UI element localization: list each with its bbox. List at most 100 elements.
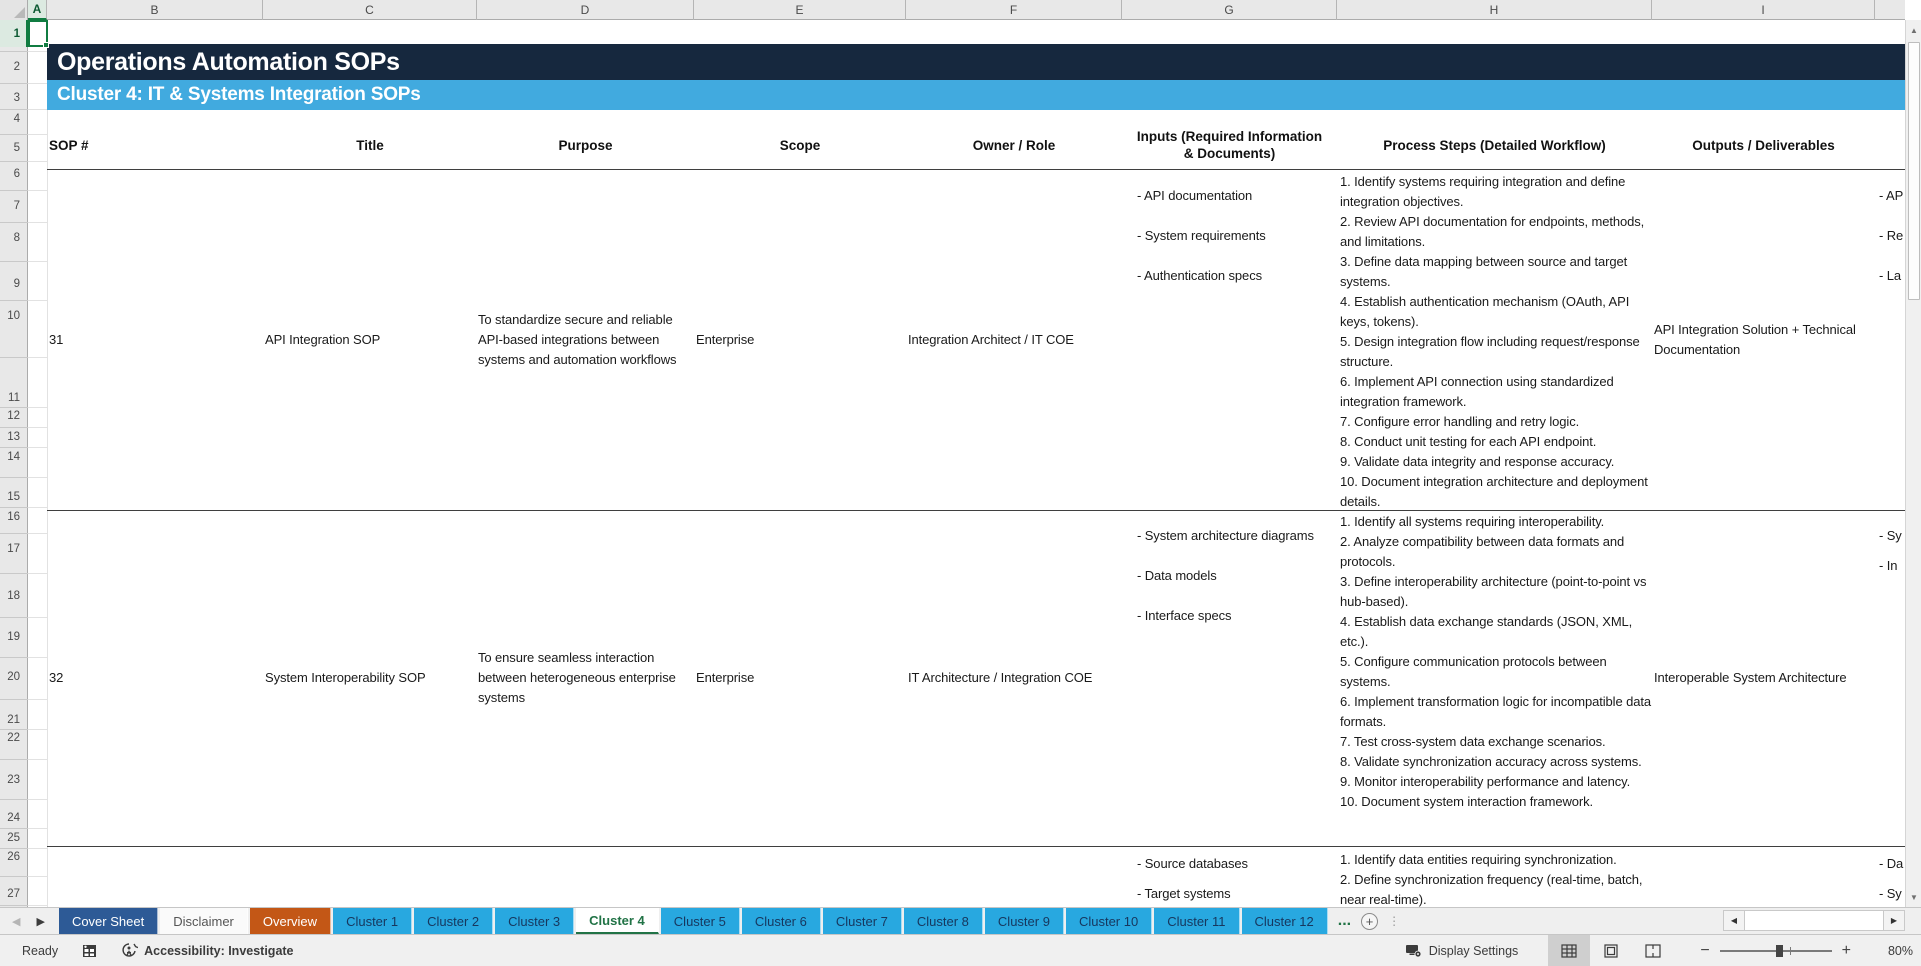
row-number-18[interactable]: 18: [7, 590, 20, 602]
accessibility-status[interactable]: Accessibility: Investigate: [121, 943, 294, 958]
outputs-cell[interactable]: Interoperable System Architecture: [1652, 510, 1875, 846]
vertical-scroll-thumb[interactable]: [1908, 42, 1920, 300]
zoom-slider[interactable]: [1719, 944, 1832, 957]
sheet-grid[interactable]: Operations Automation SOPs Cluster 4: IT…: [0, 20, 1905, 907]
macro-record-icon[interactable]: [82, 944, 97, 958]
row-number-7[interactable]: 7: [13, 200, 20, 212]
process-steps-cell[interactable]: 1. Identify all systems requiring intero…: [1337, 510, 1652, 846]
sheet-tab-cluster-12[interactable]: Cluster 12: [1241, 908, 1328, 934]
row-number-23[interactable]: 23: [7, 774, 20, 786]
tab-nav-right-icon[interactable]: ▶: [36, 915, 45, 928]
column-letter-E[interactable]: E: [694, 0, 906, 20]
sheet-tab-cluster-5[interactable]: Cluster 5: [660, 908, 740, 934]
row-number-22[interactable]: 22: [7, 732, 20, 744]
scroll-up-icon[interactable]: ▲: [1906, 20, 1921, 40]
process-steps-cell[interactable]: 1. Identify data entities requiring sync…: [1337, 846, 1652, 907]
sheet-tab-cover-sheet[interactable]: Cover Sheet: [58, 908, 159, 934]
inputs-cell[interactable]: - API documentation - System requirements…: [1122, 170, 1337, 510]
scroll-right-icon[interactable]: ▶: [1884, 911, 1904, 930]
sheet-tab-cluster-10[interactable]: Cluster 10: [1065, 908, 1153, 934]
new-sheet-button[interactable]: +: [1361, 912, 1379, 930]
inputs-cell[interactable]: - Source databases - Target systems: [1122, 846, 1337, 907]
row-number-19[interactable]: 19: [7, 631, 20, 643]
zoom-out-button[interactable]: −: [1700, 941, 1710, 959]
sheet-tab-cluster-4[interactable]: Cluster 4: [576, 908, 659, 934]
row-number-10[interactable]: 10: [7, 310, 20, 322]
sop-number-cell[interactable]: 32: [47, 510, 263, 846]
vertical-scrollbar[interactable]: ▲ ▼: [1905, 20, 1921, 907]
zoom-in-button[interactable]: +: [1841, 941, 1851, 959]
sop-number-cell[interactable]: 31: [47, 170, 263, 510]
column-letter-B[interactable]: B: [47, 0, 263, 20]
sheet-tab-cluster-6[interactable]: Cluster 6: [741, 908, 821, 934]
column-letter-I[interactable]: I: [1652, 0, 1875, 20]
zoom-percentage[interactable]: 80%: [1887, 943, 1913, 958]
row-header-gutter[interactable]: 1 2 3 4 5 6 7 8 9 10 11 12 13 14 15 16 17 18 19 20 21 22 23 24 2…: [0, 20, 28, 907]
sheet-tab-overview[interactable]: Overview: [249, 908, 332, 934]
row-number-3[interactable]: 3: [13, 92, 20, 104]
sheet-tab-cluster-7[interactable]: Cluster 7: [822, 908, 902, 934]
row-number-1[interactable]: 1: [13, 28, 20, 40]
horizontal-scrollbar[interactable]: ◀ ▶: [1723, 910, 1905, 931]
row-number-11[interactable]: 11: [8, 392, 20, 404]
page-layout-view-button[interactable]: [1590, 935, 1632, 966]
horizontal-scroll-thumb[interactable]: [1744, 911, 1884, 930]
sheet-tab-cluster-1[interactable]: Cluster 1: [333, 908, 413, 934]
row-number-14[interactable]: 14: [7, 451, 20, 463]
column-letter-F[interactable]: F: [906, 0, 1122, 20]
owner-cell[interactable]: IT Architecture / Integration COE: [906, 510, 1122, 846]
purpose-cell[interactable]: To ensure seamless interaction between h…: [477, 510, 694, 846]
sheet-tab-cluster-11[interactable]: Cluster 11: [1154, 908, 1240, 934]
tab-nav-left-icon[interactable]: ◀: [12, 915, 21, 928]
outputs-cell[interactable]: API Integration Solution + Technical Doc…: [1652, 170, 1875, 510]
column-letter-A[interactable]: A: [28, 0, 47, 20]
owner-cell[interactable]: Integration Architect / IT COE: [906, 170, 1122, 510]
process-steps-cell[interactable]: 1. Identify systems requiring integratio…: [1337, 170, 1652, 510]
column-letter-D[interactable]: D: [477, 0, 694, 20]
row-number-15[interactable]: 15: [7, 491, 20, 503]
row-number-13[interactable]: 13: [7, 431, 20, 443]
tab-options-icon[interactable]: ⋮: [1388, 914, 1402, 928]
inputs-cell[interactable]: - System architecture diagrams - Data mod…: [1122, 510, 1337, 846]
display-settings-button[interactable]: Display Settings: [1405, 944, 1518, 958]
scope-cell[interactable]: Enterprise: [694, 170, 906, 510]
normal-view-button[interactable]: [1548, 934, 1591, 966]
selected-cell-A1[interactable]: [28, 20, 49, 48]
scroll-down-icon[interactable]: ▼: [1906, 887, 1921, 907]
sheet-tab-cluster-9[interactable]: Cluster 9: [984, 908, 1064, 934]
sheet-tab-cluster-2[interactable]: Cluster 2: [414, 908, 494, 934]
zoom-slider-handle[interactable]: [1775, 944, 1783, 957]
row-number-9[interactable]: 9: [13, 278, 20, 290]
row-number-20[interactable]: 20: [7, 671, 20, 683]
scope-cell[interactable]: Enterprise: [694, 510, 906, 846]
row-number-16[interactable]: 16: [7, 511, 20, 523]
fill-handle[interactable]: [43, 42, 49, 48]
row-number-5[interactable]: 5: [13, 142, 20, 154]
sheet-tab-cluster-3[interactable]: Cluster 3: [495, 908, 575, 934]
purpose-cell[interactable]: To standardize secure and reliable API-b…: [477, 170, 694, 510]
row-number-24[interactable]: 24: [7, 812, 20, 824]
scroll-left-icon[interactable]: ◀: [1724, 911, 1744, 930]
row-number-8[interactable]: 8: [13, 232, 20, 244]
column-letter-G[interactable]: G: [1122, 0, 1337, 20]
column-letter-H[interactable]: H: [1337, 0, 1652, 20]
sheet-tab-cluster-8[interactable]: Cluster 8: [903, 908, 983, 934]
more-tabs-indicator[interactable]: ...: [1337, 912, 1352, 929]
column-letter-C[interactable]: C: [263, 0, 477, 20]
row-number-27[interactable]: 27: [7, 888, 20, 900]
row-number-26[interactable]: 26: [7, 851, 20, 863]
page-break-preview-button[interactable]: [1632, 935, 1674, 966]
row-number-6[interactable]: 6: [13, 168, 20, 180]
row-number-4[interactable]: 4: [13, 113, 20, 125]
row-number-17[interactable]: 17: [7, 543, 20, 555]
overflow-cell[interactable]: - AP - Re - La: [1875, 170, 1905, 510]
overflow-cell[interactable]: - Da - Sy: [1875, 846, 1905, 907]
overflow-cell[interactable]: - Sy - In: [1875, 510, 1905, 846]
row-number-21[interactable]: 21: [7, 714, 20, 726]
title-cell[interactable]: System Interoperability SOP: [263, 510, 477, 846]
title-cell[interactable]: API Integration SOP: [263, 170, 477, 510]
sheet-tab-disclaimer[interactable]: Disclaimer: [160, 908, 248, 934]
row-number-12[interactable]: 12: [7, 410, 20, 422]
select-all-corner[interactable]: [0, 0, 28, 20]
